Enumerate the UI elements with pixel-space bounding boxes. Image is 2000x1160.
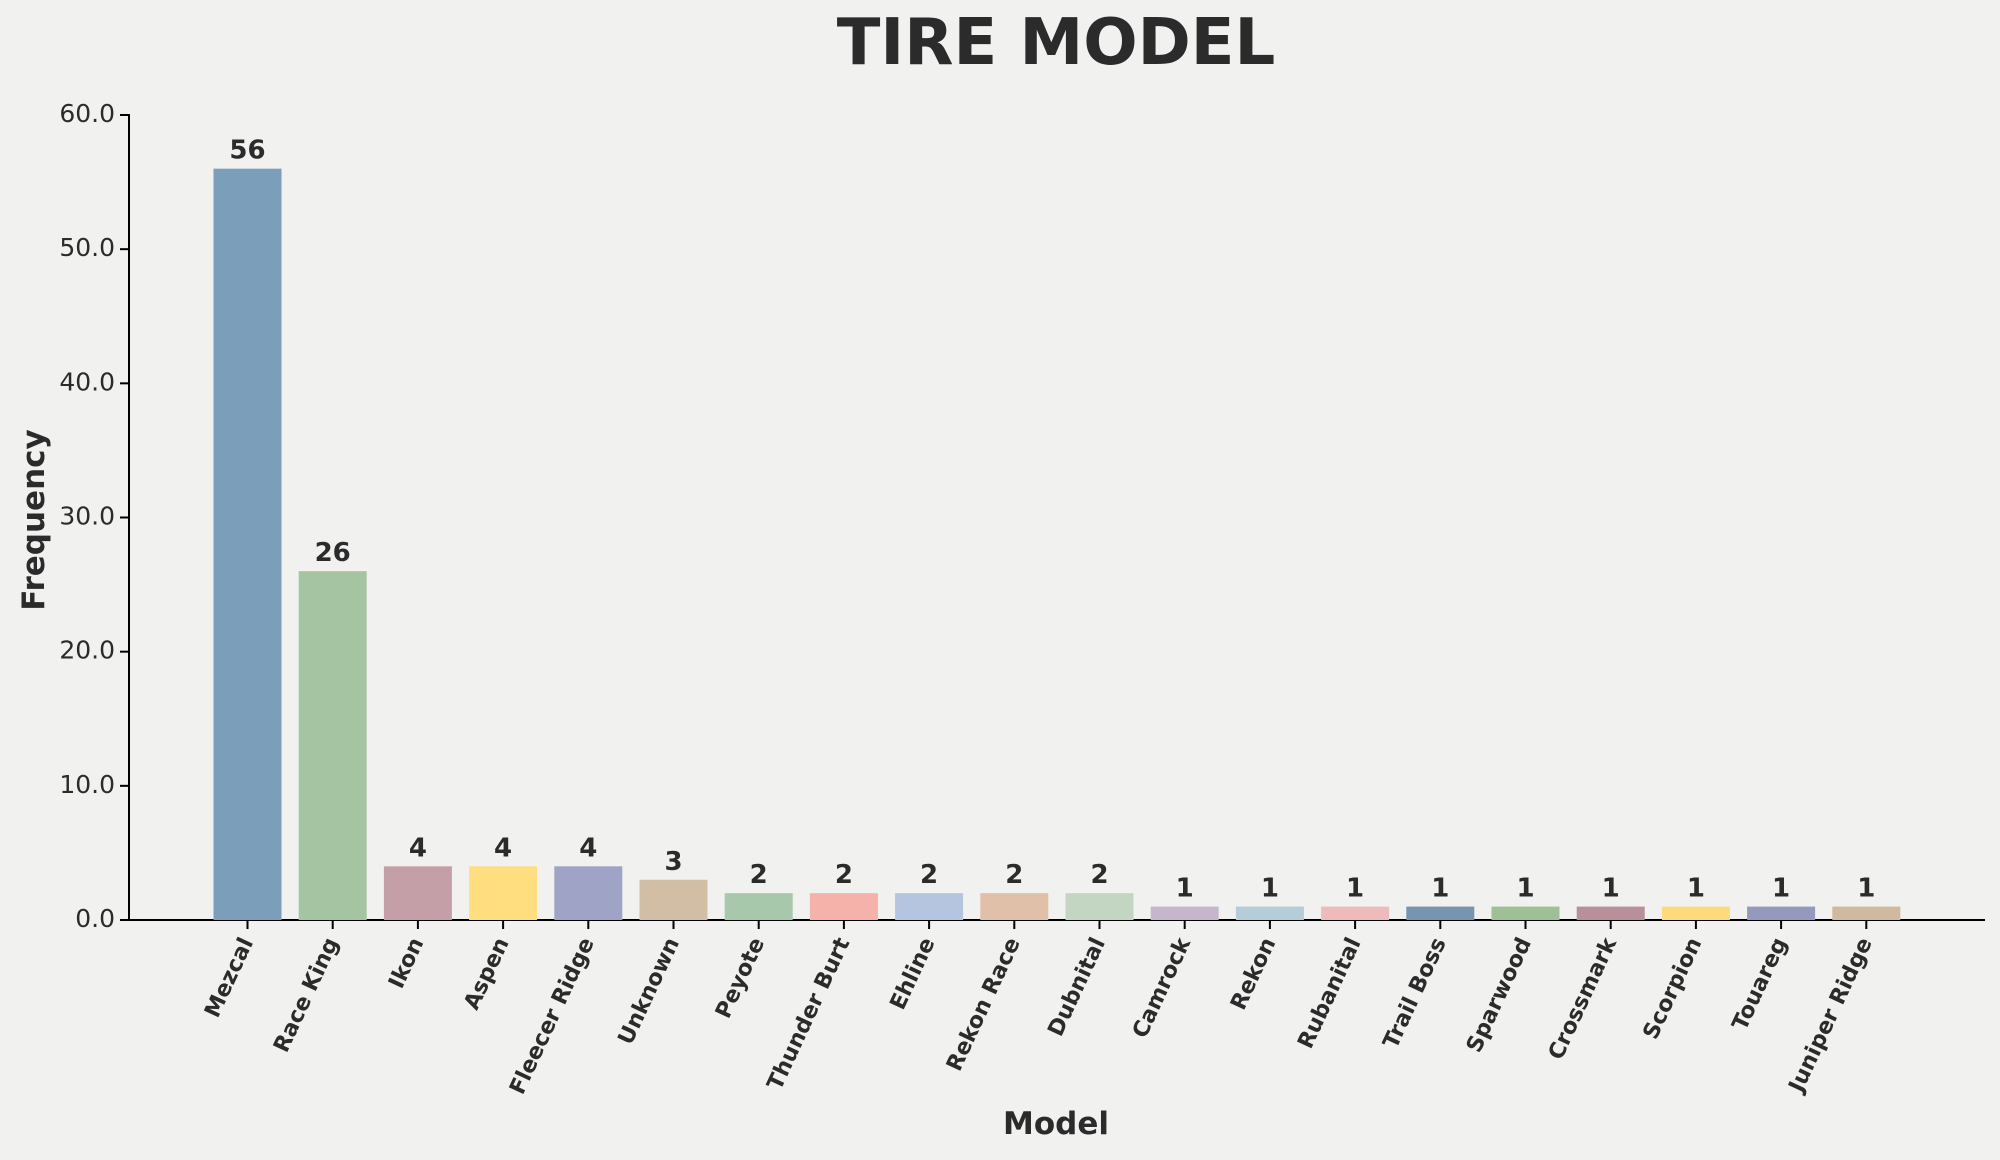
bar — [980, 893, 1049, 920]
value-label: 1 — [1431, 874, 1449, 904]
bar — [639, 879, 708, 920]
x-tick-label: Fleecer Ridge — [505, 934, 599, 1098]
value-label: 2 — [1090, 860, 1108, 890]
value-label: 1 — [1687, 874, 1705, 904]
x-tick-label: Touareg — [1728, 934, 1793, 1035]
value-label: 2 — [835, 860, 853, 890]
x-tick-label: Rekon Race — [942, 934, 1026, 1075]
bar — [1661, 906, 1730, 920]
bar — [298, 571, 367, 920]
value-label: 4 — [494, 833, 512, 863]
x-tick-label: Thunder Burt — [763, 934, 856, 1095]
value-label: 2 — [750, 860, 768, 890]
y-tick-label: 30.0 — [59, 502, 115, 531]
value-label: 2 — [1005, 860, 1023, 890]
x-tick-label: Juniper Ridge — [1784, 934, 1878, 1098]
bar — [1235, 906, 1304, 920]
bar — [1576, 906, 1645, 920]
value-label: 1 — [1602, 874, 1620, 904]
x-tick-label: Peyote — [711, 934, 770, 1022]
bar — [1150, 906, 1219, 920]
x-tick-label: Unknown — [614, 934, 685, 1049]
x-tick-label: Scorpion — [1639, 934, 1708, 1043]
bar — [1747, 906, 1816, 920]
x-tick-label: Sparwood — [1462, 934, 1537, 1057]
value-label: 26 — [315, 538, 351, 568]
bar — [724, 893, 793, 920]
x-tick-label: Dubnital — [1044, 934, 1111, 1040]
chart-title: TIRE MODEL — [837, 6, 1275, 80]
bar — [213, 168, 282, 920]
value-label: 4 — [409, 833, 427, 863]
value-label: 1 — [1261, 874, 1279, 904]
x-tick-label: Rekon — [1226, 934, 1281, 1014]
bar — [383, 866, 452, 920]
x-tick-label: Mezcal — [200, 934, 259, 1022]
x-tick-label: Ikon — [384, 934, 429, 993]
x-tick-label: Crossmark — [1544, 933, 1623, 1064]
bar — [1321, 906, 1390, 920]
y-tick-label: 60.0 — [59, 99, 115, 128]
bar — [1491, 906, 1560, 920]
value-label: 3 — [664, 847, 682, 877]
bar — [895, 893, 964, 920]
x-tick-label: Camrock — [1128, 933, 1197, 1042]
value-label: 1 — [1346, 874, 1364, 904]
y-tick-label: 50.0 — [59, 233, 115, 262]
y-tick-label: 10.0 — [59, 770, 115, 799]
value-label: 1 — [1772, 874, 1790, 904]
bar — [809, 893, 878, 920]
y-tick-label: 40.0 — [59, 367, 115, 396]
value-label: 2 — [920, 860, 938, 890]
value-label: 1 — [1176, 874, 1194, 904]
x-tick-label: Race King — [269, 934, 344, 1056]
bar — [1406, 906, 1475, 920]
x-tick-label: Aspen — [460, 934, 515, 1014]
y-axis-label: Frequency — [16, 429, 52, 610]
x-axis-label: Model — [1003, 1106, 1109, 1142]
value-label: 1 — [1857, 874, 1875, 904]
x-tick-label: Trail Boss — [1379, 934, 1452, 1053]
value-label: 56 — [229, 136, 265, 166]
bar — [469, 866, 538, 920]
x-tick-label: Ehline — [886, 934, 941, 1014]
value-label: 1 — [1516, 874, 1534, 904]
x-tick-label: Rubanital — [1293, 934, 1366, 1053]
bar — [1065, 893, 1134, 920]
y-tick-label: 0.0 — [75, 904, 115, 933]
y-tick-label: 20.0 — [59, 636, 115, 665]
value-label: 4 — [579, 833, 597, 863]
bar — [554, 866, 623, 920]
bar — [1832, 906, 1901, 920]
